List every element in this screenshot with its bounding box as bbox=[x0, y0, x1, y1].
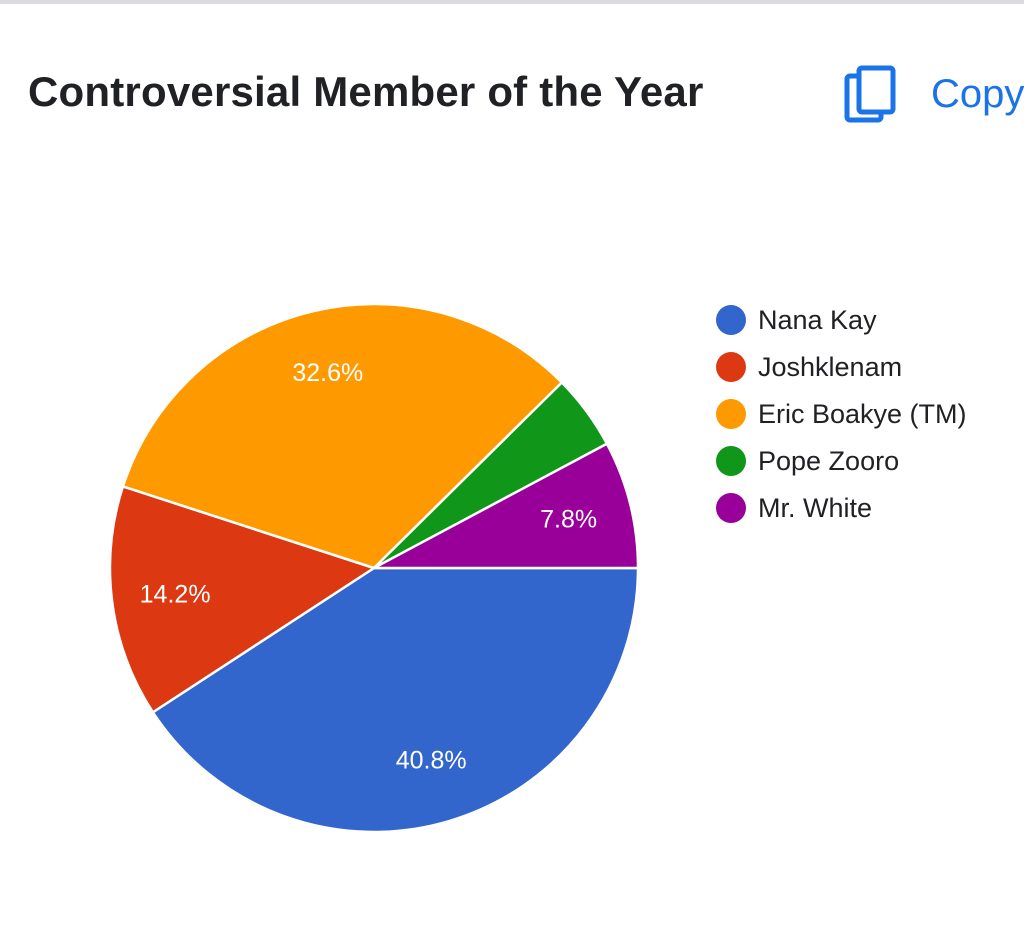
copy-label: Copy bbox=[931, 71, 1024, 116]
copy-icon bbox=[844, 65, 896, 123]
legend-marker bbox=[716, 446, 746, 476]
slice-label-nana-kay: 40.8% bbox=[396, 746, 467, 774]
copy-button[interactable]: Copy bbox=[843, 62, 1024, 126]
legend-item-eric-boakye-tm[interactable]: Eric Boakye (TM) bbox=[716, 399, 967, 429]
legend-label: Eric Boakye (TM) bbox=[758, 399, 967, 429]
slice-label-eric-boakye-tm: 32.6% bbox=[292, 359, 363, 387]
legend-label: Pope Zooro bbox=[758, 446, 899, 476]
legend-marker bbox=[716, 493, 746, 523]
slice-label-mr-white: 7.8% bbox=[540, 505, 597, 533]
chart-title: Controversial Member of the Year bbox=[28, 68, 704, 115]
pie-slice-joshklenam[interactable] bbox=[108, 485, 376, 714]
legend-item-joshklenam[interactable]: Joshklenam bbox=[716, 352, 902, 382]
legend-marker bbox=[716, 399, 746, 429]
pie-slice-mr-white[interactable] bbox=[372, 442, 640, 570]
legend-item-nana-kay[interactable]: Nana Kay bbox=[716, 305, 877, 335]
pie-slice-eric-boakye-tm[interactable] bbox=[121, 302, 564, 570]
legend-item-mr-white[interactable]: Mr. White bbox=[716, 493, 872, 523]
legend-label: Joshklenam bbox=[758, 352, 902, 382]
legend-label: Mr. White bbox=[758, 493, 872, 523]
legend-item-pope-zooro[interactable]: Pope Zooro bbox=[716, 446, 899, 476]
slice-label-joshklenam: 14.2% bbox=[140, 580, 211, 608]
legend-marker bbox=[716, 305, 746, 335]
legend-marker bbox=[716, 352, 746, 382]
legend-label: Nana Kay bbox=[758, 305, 877, 335]
top-border bbox=[0, 0, 1024, 4]
